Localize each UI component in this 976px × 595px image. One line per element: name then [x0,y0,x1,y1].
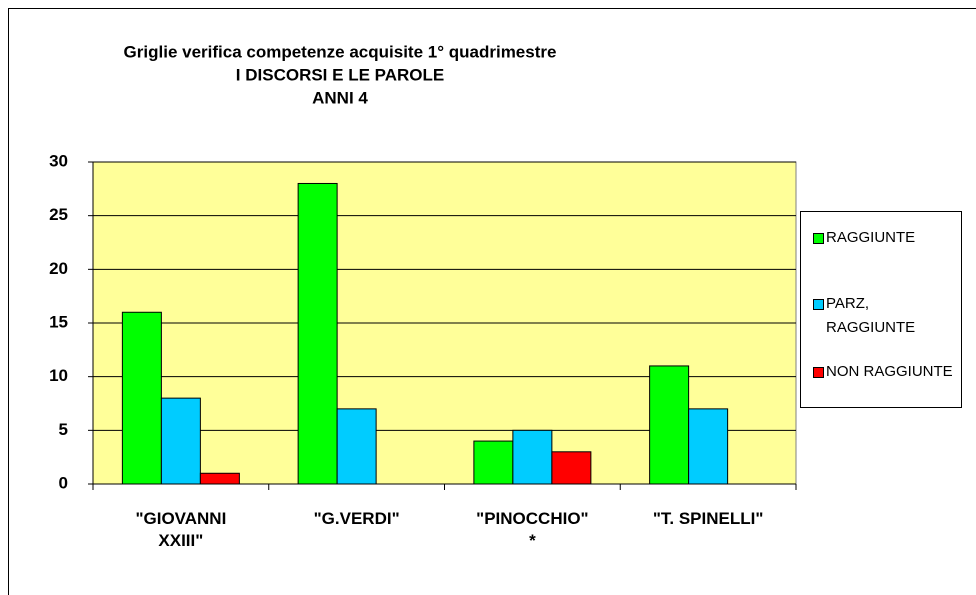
legend-swatch [813,299,824,310]
y-tick-label: 15 [49,312,68,331]
legend: RAGGIUNTE PARZ, RAGGIUNTE NON RAGGIUNTE [800,211,962,408]
legend-entry: NON RAGGIUNTE [813,360,953,384]
bar [297,182,338,485]
legend-swatch [813,233,824,244]
x-tick-label: "T. SPINELLI" [652,509,764,528]
legend-entry: RAGGIUNTE [813,226,953,250]
bar [160,397,201,485]
x-tick-label: "GIOVANNI XXIII" [135,509,227,550]
bar [551,451,592,485]
chart-title: Griglie verifica competenze acquisite 1°… [124,42,557,61]
x-tick-label: "G.VERDI" [313,509,400,528]
legend-label: RAGGIUNTE [826,229,916,246]
bar [688,408,729,485]
y-tick-label: 20 [49,259,68,278]
bar [199,472,240,485]
legend-label: NON RAGGIUNTE [826,363,953,380]
y-tick-label: 10 [49,366,68,385]
bar [121,311,162,485]
chart-subtitle: I DISCORSI E LE PAROLE [236,65,444,84]
y-tick-label: 25 [49,205,68,224]
legend-label: PARZ, RAGGIUNTE [826,295,916,336]
legend-entry: PARZ, RAGGIUNTE [813,292,953,340]
y-tick-label: 30 [49,151,68,170]
bar [649,365,690,485]
legend-swatch [813,367,824,378]
chart-subtitle: ANNI 4 [312,88,368,107]
bar [512,429,553,485]
y-tick-label: 0 [59,473,68,492]
bar [473,440,514,485]
y-tick-label: 5 [59,420,68,439]
bar [336,408,377,485]
x-tick-label: "PINOCCHIO" * [476,509,589,550]
